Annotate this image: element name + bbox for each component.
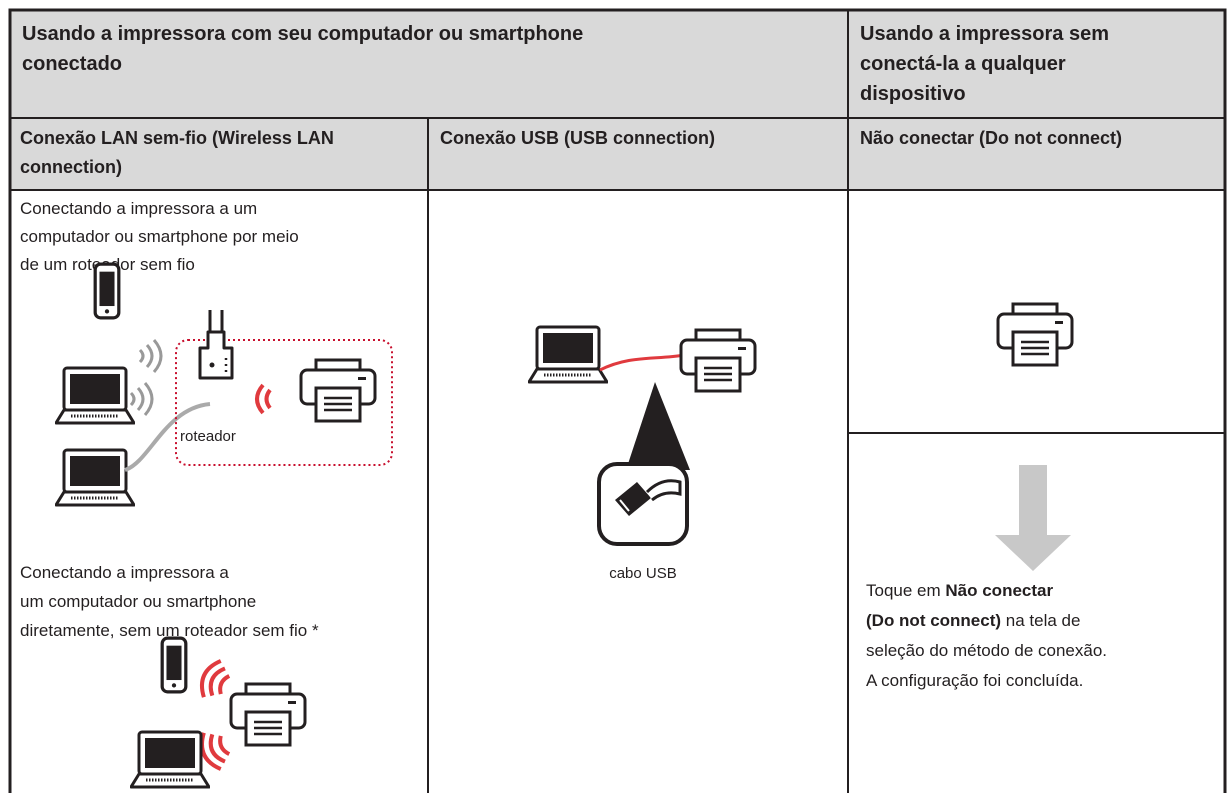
caption: Conectando a impressora a [20,563,229,582]
header-background [10,10,1225,190]
direct-illustration [130,636,307,789]
text: seleção do método de conexão. [866,641,1107,660]
caption: diretamente, sem um roteador sem fio * [20,621,319,640]
router-illustration: roteador [55,262,393,507]
table-lines [8,8,1227,793]
bold-text: (Do not connect) [866,611,1001,630]
header-text: Usando a impressora sem [860,23,1109,45]
caption: Conectando a impressora a um [20,199,257,218]
instruction-line: A configuração foi concluída. [866,671,1083,690]
caption: um computador ou smartphone [20,592,256,611]
router-label: roteador [180,428,236,445]
header-text: conectado [22,53,122,75]
column-title: Não conectar (Do not connect) [860,128,1122,148]
instruction-line: (Do not connect) na tela de [866,611,1080,630]
bold-text: Não conectar [945,581,1053,600]
arrow [995,465,1071,571]
header-text: conectá-la a qualquer [860,53,1066,75]
instruction-line: seleção do método de conexão. [866,641,1107,660]
column-title: Conexão LAN sem-fio (Wireless LAN [20,128,334,148]
caption: computador ou smartphone por meio [20,227,299,246]
header-left: Usando a impressora com seu computador o… [22,23,583,75]
header-text: Usando a impressora com seu computador o… [22,23,583,45]
text: na tela de [1001,611,1080,630]
text: Toque em [866,581,945,600]
cable-label: cabo USB [609,565,677,582]
column-title: Conexão USB (USB connection) [440,128,715,148]
usb-illustration: cabo USB [528,325,757,582]
instruction: Toque em Não conectar (Do not connect) na… [866,581,1107,690]
header-text: dispositivo [860,83,966,105]
text: A configuração foi concluída. [866,671,1083,690]
instruction-line: Toque em Não conectar [866,581,1053,600]
header-right: Usando a impressora sem conectá-la a qua… [860,23,1109,105]
column-title: connection) [20,157,122,177]
